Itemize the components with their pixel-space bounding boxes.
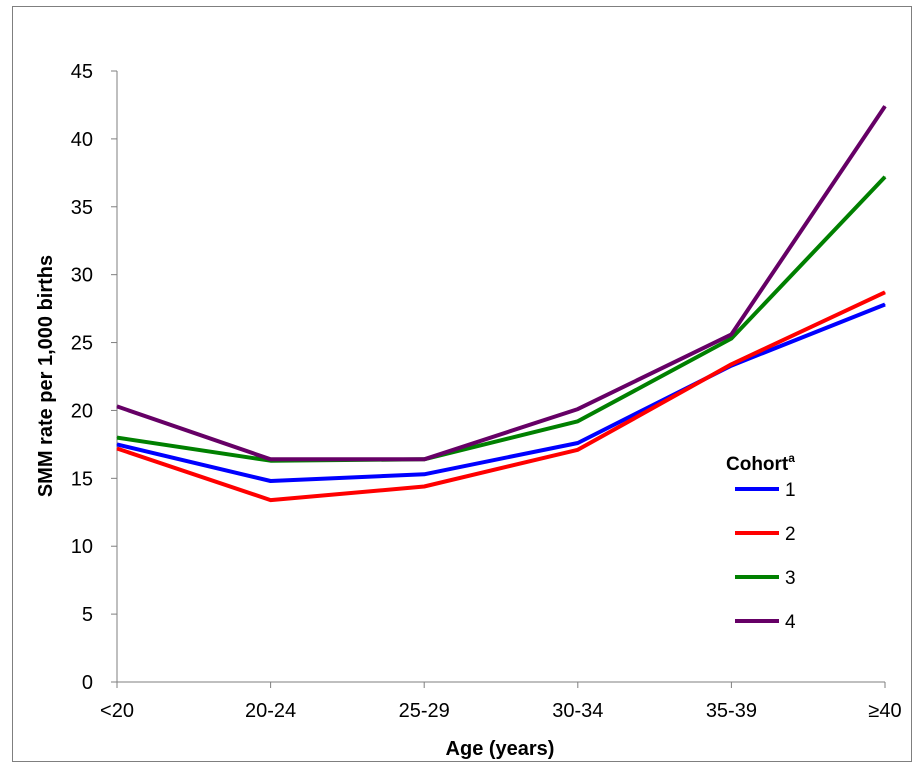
data-point xyxy=(730,333,732,335)
data-point xyxy=(884,176,886,178)
data-point xyxy=(577,449,579,451)
data-point xyxy=(884,105,886,107)
data-point xyxy=(577,408,579,410)
data-point xyxy=(270,480,272,482)
legend-label-3: 3 xyxy=(785,568,796,589)
legend-label-1: 1 xyxy=(785,480,796,501)
data-point xyxy=(116,405,118,407)
chart-frame xyxy=(12,6,912,762)
series-line-1 xyxy=(116,302,886,483)
x-tick-label: 25-29 xyxy=(399,700,450,722)
legend-title-superscript: a xyxy=(788,451,795,465)
y-tick-label: 0 xyxy=(82,672,93,694)
data-point xyxy=(884,291,886,293)
y-tick-label: 15 xyxy=(71,468,93,490)
x-tick-label: 30-34 xyxy=(552,700,603,722)
y-tick-label: 40 xyxy=(71,129,93,151)
data-point xyxy=(577,420,579,422)
series-lines xyxy=(116,105,887,503)
data-point xyxy=(116,447,118,449)
y-tick-labels: 0 5 10 15 20 25 30 35 40 45 xyxy=(71,61,93,694)
y-tick-label: 10 xyxy=(71,536,93,558)
x-tick-label: <20 xyxy=(100,700,134,722)
legend-title-text: Cohort xyxy=(726,454,789,475)
data-point xyxy=(270,458,272,460)
y-axis-title: SMM rate per 1,000 births xyxy=(35,255,57,497)
data-point xyxy=(730,363,732,365)
legend: Cohorta 1 2 3 4 xyxy=(726,451,796,633)
x-tick-label: ≥40 xyxy=(868,700,901,722)
data-point xyxy=(423,485,425,487)
y-tick-label: 25 xyxy=(71,333,93,355)
series-line-4 xyxy=(116,105,887,462)
y-tick-label: 20 xyxy=(71,400,93,422)
legend-label-2: 2 xyxy=(785,524,796,545)
data-point xyxy=(270,499,272,501)
data-point xyxy=(116,443,118,445)
data-point xyxy=(884,304,886,306)
axes xyxy=(111,70,886,688)
y-tick-label: 45 xyxy=(71,61,93,83)
legend-title: Cohorta xyxy=(726,451,795,475)
data-point xyxy=(116,437,118,439)
y-tick-label: 5 xyxy=(82,604,93,626)
x-axis-title: Age (years) xyxy=(446,738,555,760)
series-line-3 xyxy=(116,175,887,463)
data-point xyxy=(423,458,425,460)
y-tick-label: 30 xyxy=(71,265,93,287)
x-tick-labels: <20 20-24 25-29 30-34 35-39 ≥40 xyxy=(100,700,902,722)
x-tick-label: 20-24 xyxy=(245,700,296,722)
data-point xyxy=(577,442,579,444)
series-line-2 xyxy=(116,290,886,503)
legend-label-4: 4 xyxy=(785,612,796,633)
y-tick-label: 35 xyxy=(71,197,93,219)
x-tick-label: 35-39 xyxy=(706,700,757,722)
data-point xyxy=(730,337,732,339)
data-point xyxy=(423,473,425,475)
